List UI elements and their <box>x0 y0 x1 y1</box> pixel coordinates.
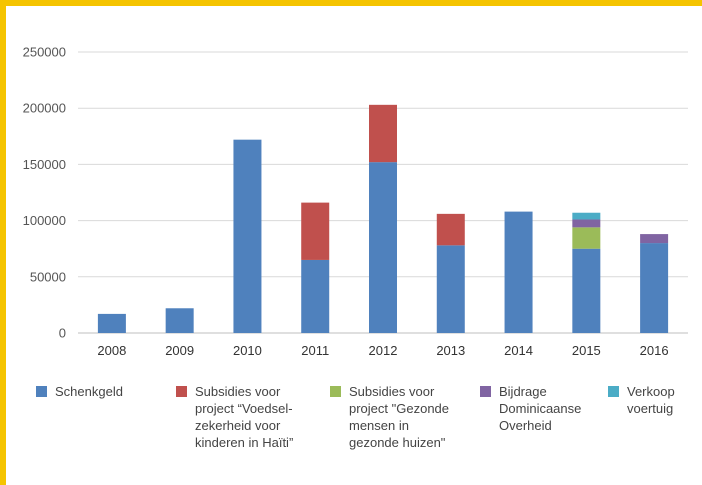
legend-label: project "Gezonde <box>349 401 449 416</box>
x-tick-label: 2011 <box>301 343 329 358</box>
legend-label: zekerheid voor <box>195 418 281 433</box>
y-tick-label: 200000 <box>23 101 66 116</box>
x-tick-label: 2010 <box>233 343 262 358</box>
bar-segment-2010-series-0 <box>233 139 262 333</box>
bar-segment-2016-series-3 <box>640 234 669 244</box>
legend-swatch-4 <box>608 386 619 397</box>
bar-segment-2016-series-0 <box>640 243 669 333</box>
bar-segment-2014-series-0 <box>504 211 533 333</box>
legend-label: mensen in <box>349 418 409 433</box>
legend-label: Overheid <box>499 418 552 433</box>
bar-segment-2015-series-4 <box>572 212 601 220</box>
legend-label: Dominicaanse <box>499 401 581 416</box>
bar-segment-2012-series-1 <box>369 104 397 163</box>
legend-swatch-2 <box>330 386 341 397</box>
legend-swatch-0 <box>36 386 47 397</box>
y-tick-label: 50000 <box>30 269 66 284</box>
legend-swatch-1 <box>176 386 187 397</box>
bar-segment-2015-series-3 <box>572 219 601 228</box>
legend-label: kinderen in Haïti” <box>195 435 293 450</box>
y-tick-label: 150000 <box>23 157 66 172</box>
legend-label: Schenkgeld <box>55 384 123 399</box>
x-tick-label: 2012 <box>369 343 398 358</box>
x-tick-label: 2008 <box>97 343 126 358</box>
legend-label: Verkoop <box>627 384 675 399</box>
y-tick-label: 0 <box>59 326 66 341</box>
bar-segment-2015-series-2 <box>572 227 601 249</box>
legend-label: gezonde huizen" <box>349 435 446 450</box>
x-tick-label: 2016 <box>640 343 669 358</box>
bar-segment-2008-series-0 <box>97 313 126 333</box>
legend-swatch-3 <box>480 386 491 397</box>
x-tick-label: 2014 <box>504 343 533 358</box>
legend-label: voertuig <box>627 401 673 416</box>
x-tick-label: 2013 <box>436 343 465 358</box>
bar-segment-2009-series-0 <box>165 308 194 333</box>
legend-label: Subsidies voor <box>195 384 281 399</box>
bar-segment-2013-series-0 <box>436 245 465 333</box>
bar-segment-2015-series-0 <box>572 248 601 333</box>
x-tick-label: 2015 <box>572 343 601 358</box>
bar-segment-2011-series-0 <box>301 259 330 333</box>
y-tick-label: 250000 <box>23 45 66 60</box>
legend-label: project “Voedsel- <box>195 401 293 416</box>
legend-label: Bijdrage <box>499 384 547 399</box>
bar-segment-2012-series-0 <box>369 162 397 333</box>
y-tick-label: 100000 <box>23 213 66 228</box>
bar-segment-2011-series-1 <box>301 202 330 260</box>
bar-segment-2013-series-1 <box>436 213 465 246</box>
x-tick-label: 2009 <box>165 343 194 358</box>
legend-label: Subsidies voor <box>349 384 435 399</box>
